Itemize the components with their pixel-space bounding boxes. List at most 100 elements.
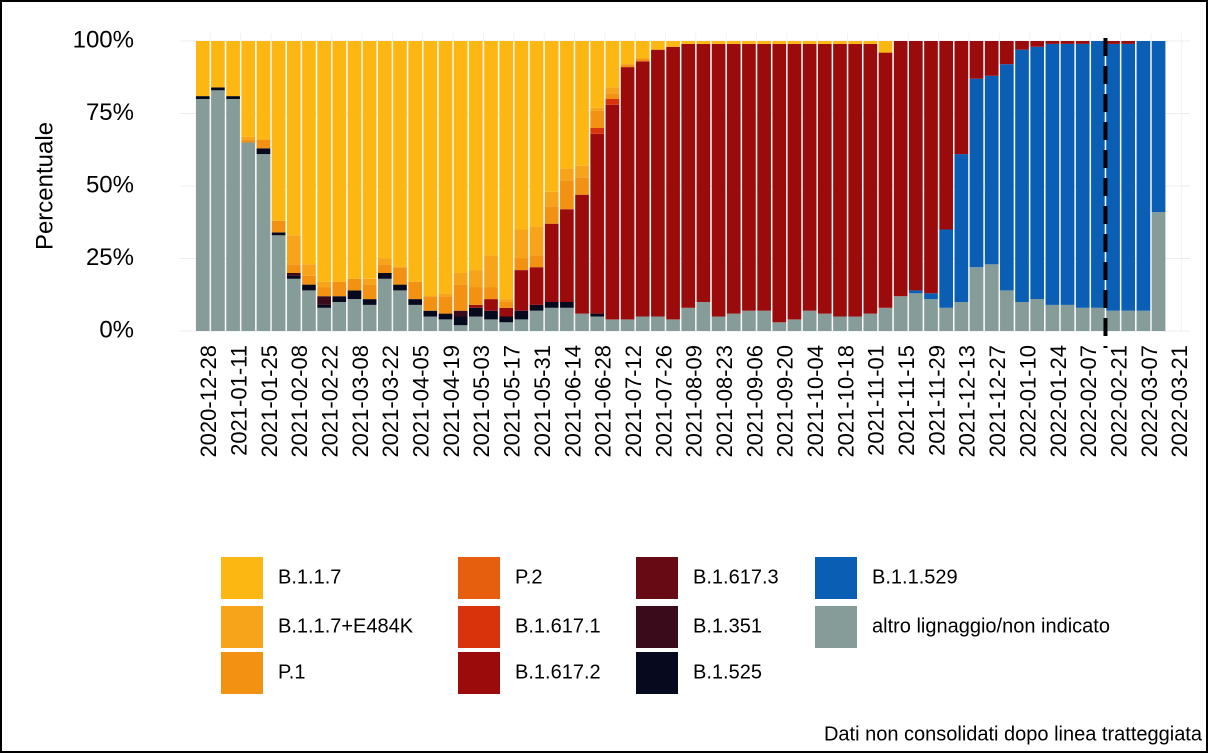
- bar-segment: [438, 296, 453, 314]
- bar-segment: [1060, 41, 1075, 44]
- bar-segment: [984, 264, 999, 331]
- legend-label: B.1.1.529: [872, 566, 958, 588]
- x-tick-label: 2021-04-05: [409, 345, 434, 458]
- bar-segment: [499, 302, 514, 308]
- bar-segment: [575, 165, 589, 178]
- bar-segment: [1000, 64, 1014, 291]
- bar-segment: [1106, 310, 1120, 331]
- x-tick-label: 2022-01-10: [1015, 345, 1040, 458]
- bar-segment: [772, 43, 787, 323]
- legend-swatch: [458, 557, 500, 599]
- bar-segment: [635, 316, 650, 331]
- legend-label: B.1.1.7: [278, 566, 341, 588]
- bar-segment: [1045, 41, 1060, 44]
- bar-segment: [332, 281, 347, 297]
- x-tick-label: 2021-06-14: [560, 345, 585, 458]
- bar-segment: [635, 58, 650, 62]
- y-tick-label: 25%: [86, 244, 134, 271]
- x-tick-label: 2022-03-07: [1137, 345, 1162, 458]
- bar-segment: [711, 41, 726, 44]
- bar-segment: [347, 290, 362, 300]
- bar-segment: [302, 275, 316, 285]
- bar-segment: [226, 99, 240, 331]
- bar-segment: [605, 41, 620, 88]
- bar-segment: [969, 41, 984, 79]
- bar-segment: [863, 43, 878, 314]
- bar-segment: [893, 41, 908, 297]
- bar-segment: [529, 310, 544, 331]
- bar-segment: [1030, 46, 1045, 300]
- bar-segment: [908, 290, 923, 294]
- bar-segment: [347, 299, 362, 331]
- bar-segment: [651, 316, 665, 331]
- bar-segment: [256, 148, 271, 155]
- bar-segment: [605, 93, 620, 99]
- bar-segment: [681, 43, 696, 308]
- bar-segment: [484, 255, 498, 288]
- bar-segment: [408, 281, 422, 300]
- bar-segment: [499, 307, 514, 317]
- bar-segment: [726, 43, 741, 314]
- bar-segment: [575, 41, 589, 166]
- legend-label: B.1.617.1: [515, 615, 601, 637]
- bar-segment: [924, 41, 938, 294]
- bar-segment: [362, 299, 377, 305]
- bar-segment: [590, 107, 605, 111]
- bar-segment: [469, 41, 483, 271]
- bar-segment: [499, 299, 514, 302]
- bar-segment: [286, 264, 301, 273]
- x-tick-label: 2021-05-17: [500, 345, 525, 458]
- bar-segment: [469, 316, 483, 331]
- bar-segment: [1106, 43, 1120, 311]
- legend-label: B.1.617.3: [693, 566, 779, 588]
- x-tick-label: 2021-04-19: [439, 345, 464, 458]
- bar-segment: [984, 41, 999, 76]
- bar-segment: [848, 316, 862, 331]
- bar-segment: [939, 41, 954, 230]
- bar-segment: [347, 41, 362, 279]
- bar-segment: [878, 41, 893, 53]
- bar-segment: [681, 41, 696, 44]
- x-tick-label: 2021-02-08: [287, 345, 312, 458]
- bar-segment: [423, 41, 438, 297]
- bar-segment: [696, 41, 711, 44]
- y-tick-label: 100%: [73, 26, 134, 53]
- bar-segment: [802, 43, 817, 311]
- bar-segment: [469, 270, 483, 288]
- y-tick-label: 75%: [86, 99, 134, 126]
- bar-segment: [241, 41, 256, 137]
- bar-segment: [1121, 310, 1136, 331]
- bar-segment: [605, 87, 620, 94]
- bar-segment: [271, 235, 286, 331]
- bar-segment: [544, 206, 559, 224]
- bar-segment: [484, 41, 498, 256]
- bar-segment: [226, 41, 240, 97]
- x-tick-label: 2021-08-23: [712, 345, 737, 458]
- bar-segment: [787, 43, 802, 320]
- bar-segment: [499, 316, 514, 323]
- x-tick-label: 2021-12-13: [955, 345, 980, 458]
- bar-segment: [1106, 41, 1120, 44]
- bar-segment: [377, 264, 392, 273]
- bar-segment: [271, 41, 286, 221]
- legend-swatch: [636, 652, 678, 694]
- bar-segment: [666, 41, 680, 47]
- bar-segment: [620, 67, 635, 320]
- legend-swatch: [221, 557, 263, 599]
- bar-segment: [408, 41, 422, 282]
- bar-segment: [484, 299, 498, 311]
- x-tick-label: 2021-12-27: [985, 345, 1010, 458]
- bar-segment: [590, 110, 605, 128]
- bar-segment: [286, 235, 301, 265]
- bar-segment: [560, 168, 574, 181]
- x-tick-label: 2021-07-12: [621, 345, 646, 458]
- bar-segment: [514, 270, 529, 311]
- bar-segment: [711, 43, 726, 317]
- bar-segment: [605, 99, 620, 105]
- bar-segment: [924, 293, 938, 300]
- x-tick-label: 2022-01-24: [1046, 345, 1071, 458]
- bar-segment: [484, 319, 498, 331]
- bar-segment: [742, 41, 756, 44]
- bar-segment: [1075, 41, 1090, 44]
- bar-segment: [651, 49, 665, 317]
